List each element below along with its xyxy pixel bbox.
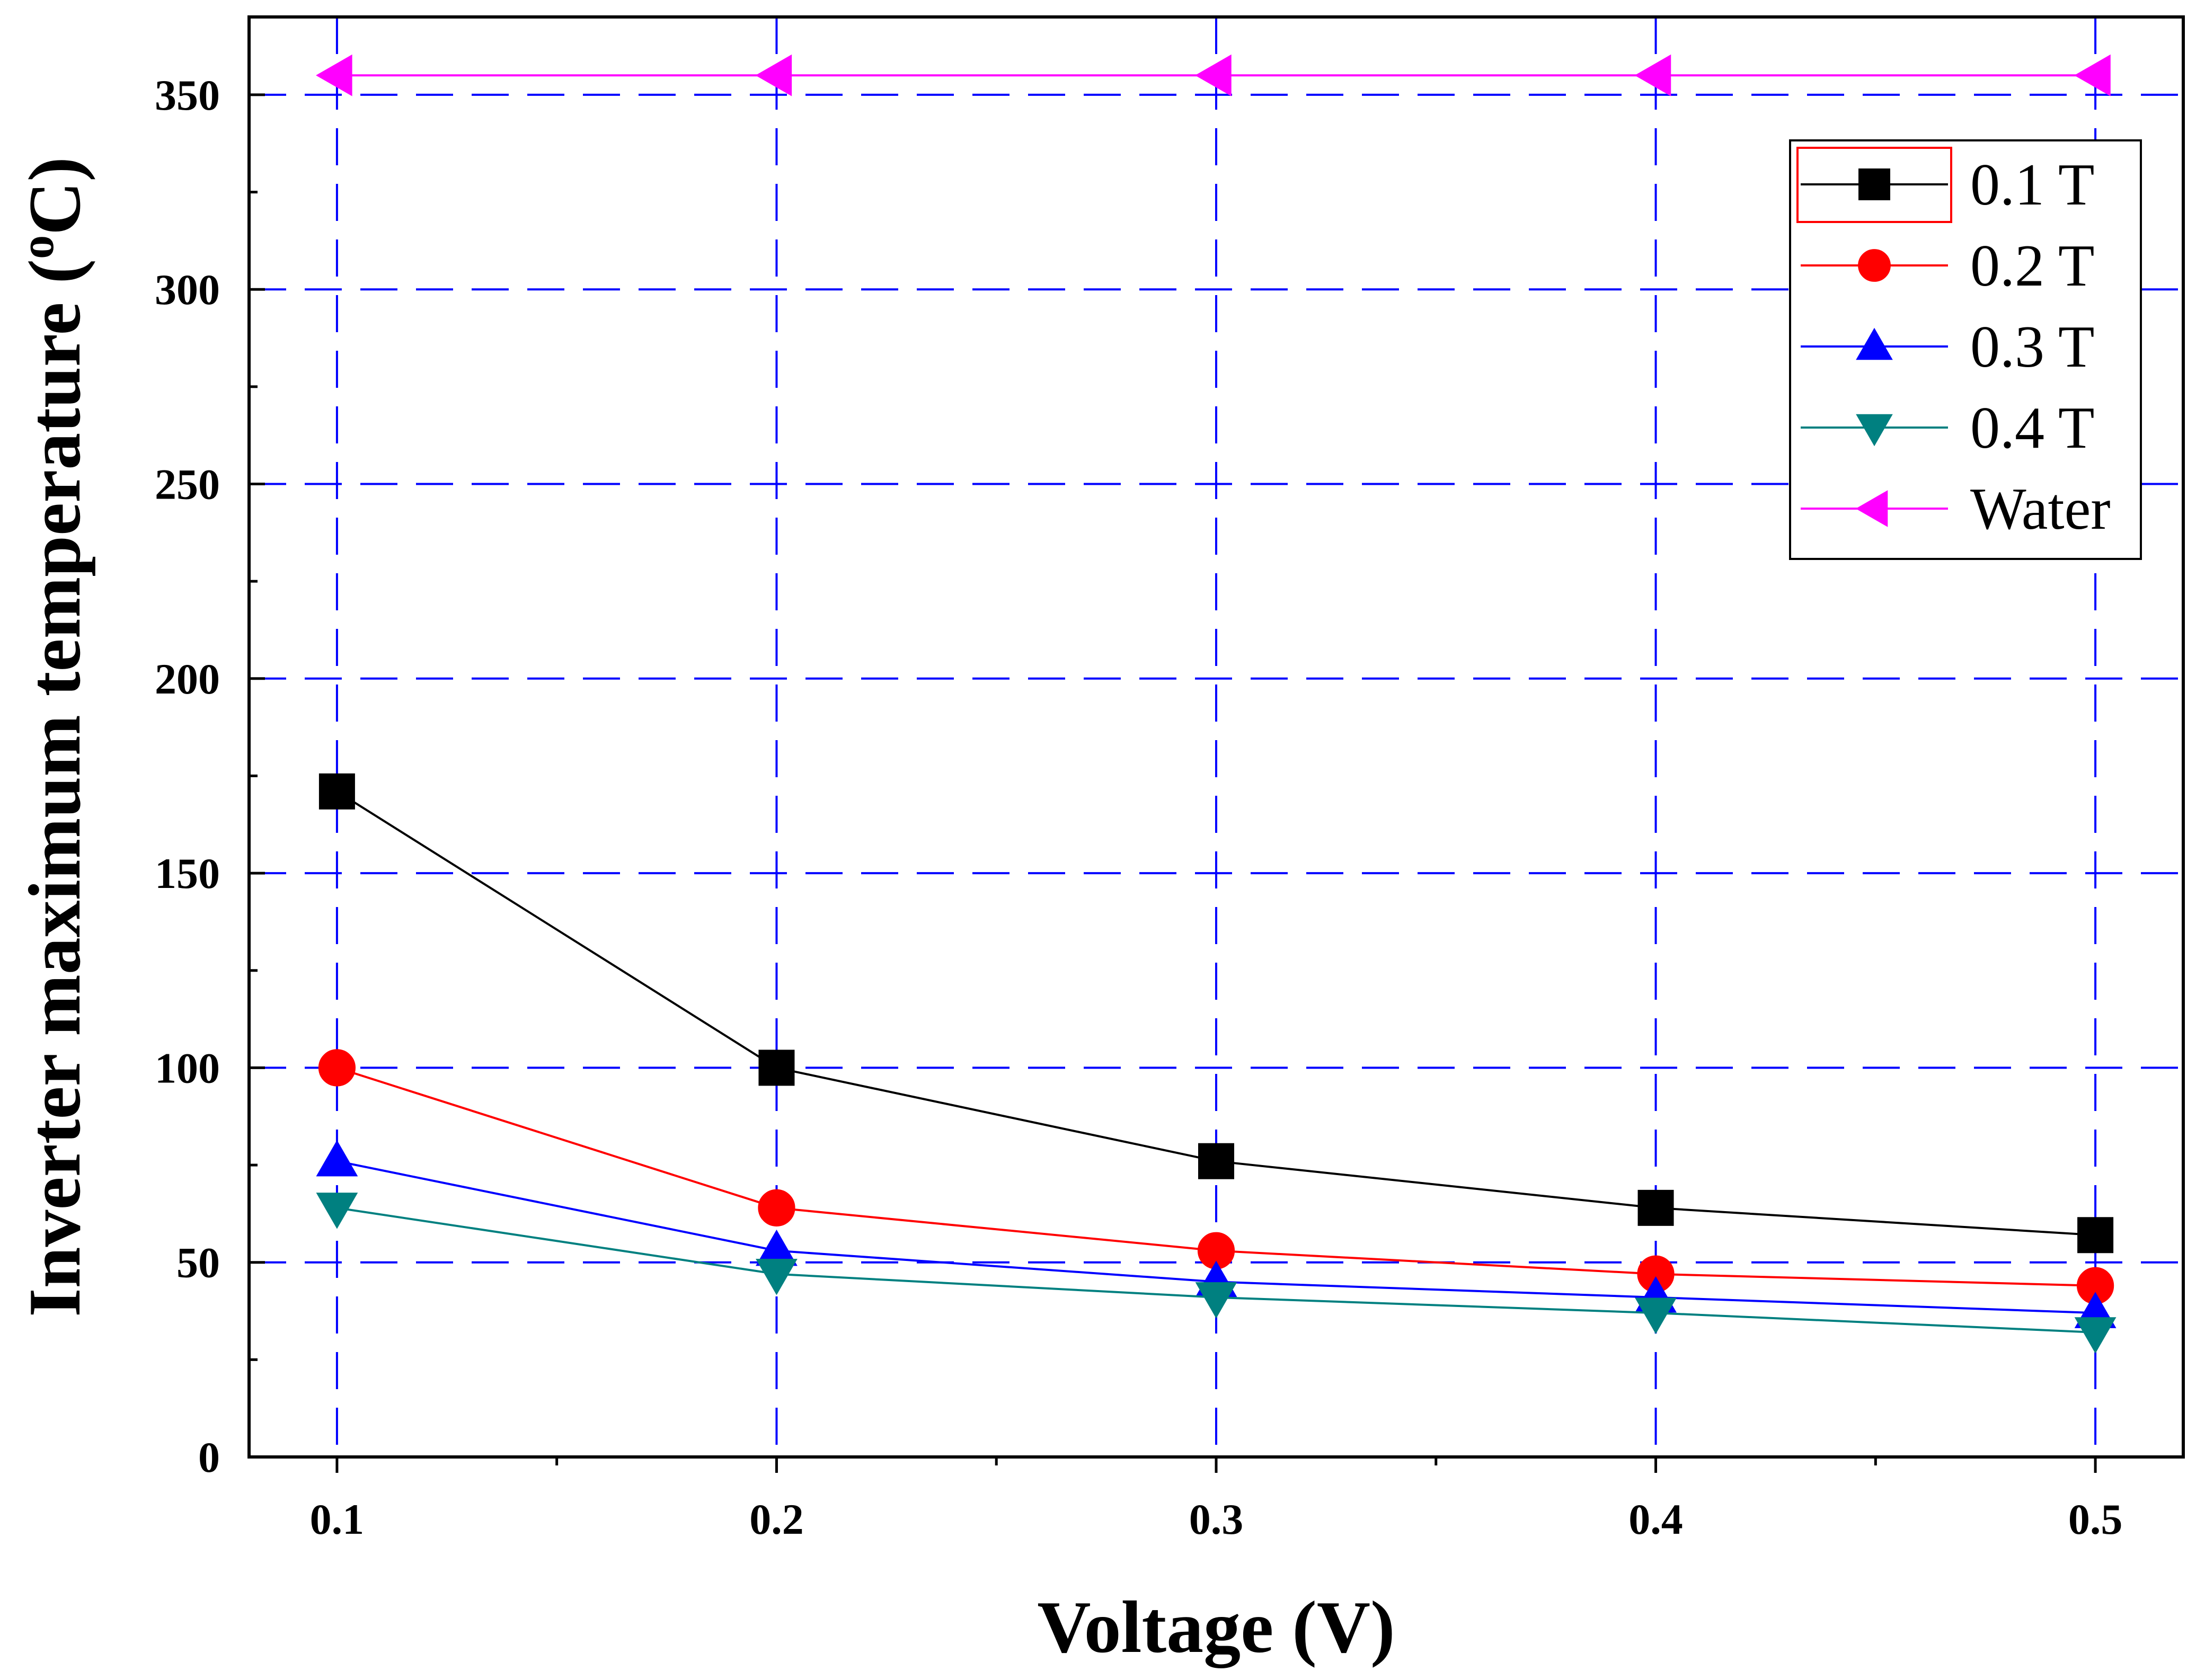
legend-item: 0.3 T	[1801, 314, 2094, 380]
data-point	[2074, 1317, 2117, 1354]
y-axis-title-superscript: o	[11, 235, 64, 259]
y-axis-title: Inverter maximum temperature (oC)	[11, 157, 96, 1317]
y-tick-label: 200	[155, 655, 220, 703]
x-axis-title: Voltage (V)	[1037, 1586, 1395, 1668]
y-tick-label: 50	[176, 1239, 220, 1287]
y-tick-label: 150	[155, 849, 220, 897]
axis-ticks: 0.1 0.2 0.3 0.4 0.5 0 50 100 150 200 250 300 350	[155, 71, 2122, 1543]
legend-marker	[1858, 249, 1891, 282]
legend-marker	[1858, 168, 1890, 200]
x-tick-label: 0.4	[1628, 1495, 1683, 1543]
series-0-2-t	[318, 1049, 2114, 1304]
data-point	[2077, 1217, 2114, 1254]
legend-selection-box	[1796, 147, 1952, 223]
legend-label: Water	[1970, 476, 2111, 542]
data-point	[316, 1193, 358, 1229]
data-point	[1195, 54, 1232, 96]
series-group	[316, 54, 2117, 1354]
data-point	[1637, 1189, 1674, 1226]
data-point	[758, 1050, 795, 1086]
data-point	[758, 1189, 795, 1226]
y-tick-label: 250	[155, 460, 220, 509]
y-axis-title-main: Inverter maximum temperature (	[14, 259, 96, 1317]
legend: 0.1 T 0.2 T 0.3 T 0.4 T Water	[1789, 139, 2142, 560]
data-point	[318, 1049, 356, 1087]
legend-marker	[1856, 327, 1893, 360]
series-water	[316, 54, 2111, 96]
series-0-1-t	[318, 773, 2114, 1254]
data-point	[1635, 1297, 1677, 1335]
legend-label: 0.2 T	[1970, 233, 2094, 299]
y-axis-title-unit: C)	[14, 157, 96, 235]
legend-label: 0.3 T	[1970, 314, 2094, 380]
legend-box	[1789, 139, 2142, 560]
x-tick-label: 0.5	[2068, 1495, 2123, 1543]
data-point	[755, 54, 792, 96]
legend-item: 0.4 T	[1801, 395, 2094, 461]
legend-item: 0.2 T	[1801, 233, 2094, 299]
legend-marker	[1856, 414, 1893, 447]
data-point	[318, 773, 355, 810]
legend-label: 0.4 T	[1970, 395, 2094, 461]
y-tick-label: 0	[198, 1433, 220, 1481]
y-tick-label: 300	[155, 265, 220, 314]
legend-label: 0.1 T	[1970, 152, 2094, 218]
data-point	[316, 54, 352, 96]
x-tick-label: 0.3	[1189, 1495, 1244, 1543]
y-tick-label: 100	[155, 1044, 220, 1092]
data-point	[1634, 54, 1671, 96]
data-point	[756, 1259, 798, 1295]
legend-item: Water	[1801, 476, 2111, 542]
data-point	[1195, 1282, 1237, 1319]
data-point	[2074, 54, 2111, 96]
legend-item: 0.1 T	[1801, 152, 2094, 218]
legend-marker	[1855, 490, 1888, 527]
x-tick-label: 0.2	[749, 1495, 804, 1543]
data-point	[1198, 1143, 1234, 1179]
x-tick-label: 0.1	[310, 1495, 365, 1543]
series-0-4-t	[316, 1193, 2117, 1354]
y-tick-label: 350	[155, 71, 220, 119]
data-point	[316, 1140, 358, 1177]
